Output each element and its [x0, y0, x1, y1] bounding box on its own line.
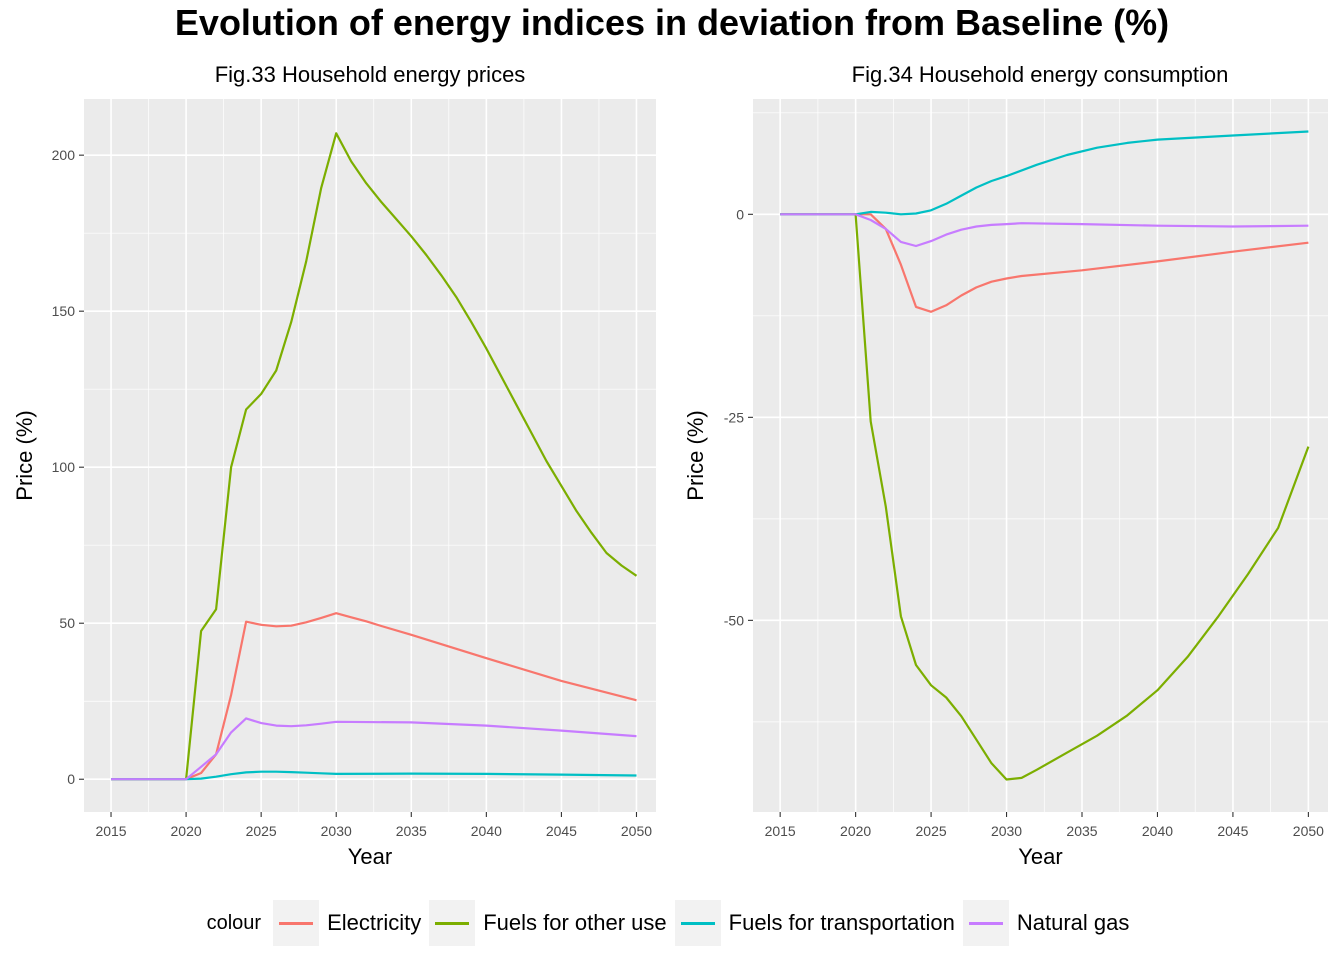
x-tick-label: 2015 [95, 823, 126, 839]
legend-item-fuels-transport: Fuels for transportation [674, 900, 955, 946]
legend-label: Fuels for other use [483, 910, 667, 935]
plot-panel [753, 99, 1328, 812]
legend-item-electricity: Electricity [273, 900, 421, 946]
panel-title: Fig.34 Household energy consumption [852, 62, 1229, 87]
y-tick-label: 50 [59, 615, 75, 631]
x-tick-label: 2015 [765, 823, 796, 839]
legend-swatch [680, 922, 715, 925]
legend-key-natural-gas [962, 900, 1009, 946]
legend-label: Electricity [327, 910, 422, 935]
legend-key-fuels-transport [674, 900, 721, 946]
x-tick-label: 2020 [171, 823, 202, 839]
series-line-fuels-for-transportation [780, 130, 1309, 216]
legend-title: colour [206, 911, 262, 934]
series-line-natural-gas [780, 213, 1309, 248]
x-tick-label: 2020 [840, 823, 871, 839]
legend-item-fuels-other: Fuels for other use [429, 900, 667, 946]
legend-key-fuels-other [429, 900, 476, 946]
y-tick-label: 100 [52, 459, 76, 475]
series-line-fuels-for-other-use [111, 132, 638, 781]
legend-item-natural-gas: Natural gas [962, 900, 1130, 946]
x-tick-label: 2030 [321, 823, 352, 839]
x-tick-label: 2045 [546, 823, 577, 839]
x-tick-label: 2035 [1066, 823, 1097, 839]
x-tick-label: 2050 [621, 823, 652, 839]
plot-panel [84, 99, 656, 812]
y-tick-label: 200 [52, 147, 76, 163]
series-line-fuels-for-transportation [111, 770, 637, 781]
y-tick-label: -25 [724, 409, 744, 425]
series-line-fuels-for-other-use [780, 213, 1310, 781]
legend-swatch [968, 922, 1003, 925]
x-tick-label: 2035 [396, 823, 427, 839]
series-line-electricity [780, 213, 1309, 313]
y-tick-label: 0 [736, 206, 744, 222]
x-tick-label: 2030 [991, 823, 1022, 839]
series-line-natural-gas [111, 717, 637, 781]
legend-swatch [279, 922, 314, 925]
legend-swatch [435, 922, 470, 925]
x-tick-label: 2025 [246, 823, 277, 839]
x-tick-label: 2040 [1142, 823, 1173, 839]
x-axis-label: Year [1018, 844, 1062, 869]
x-tick-label: 2040 [471, 823, 502, 839]
x-tick-label: 2045 [1217, 823, 1248, 839]
y-tick-label: -50 [724, 612, 744, 628]
x-tick-label: 2025 [916, 823, 947, 839]
legend-label: Fuels for transportation [728, 910, 955, 935]
legend-key-electricity [273, 900, 320, 946]
x-axis-label: Year [348, 844, 392, 869]
panel-title: Fig.33 Household energy prices [215, 62, 526, 87]
x-tick-label: 2050 [1293, 823, 1324, 839]
main-title: Evolution of energy indices in deviation… [174, 2, 1170, 43]
y-tick-label: 0 [67, 771, 75, 787]
y-axis-label: Price (%) [683, 410, 708, 500]
y-axis-label: Price (%) [12, 410, 37, 500]
legend: colour Electricity Fuels for other use F… [0, 900, 1344, 946]
legend-label: Natural gas [1016, 910, 1130, 935]
y-tick-label: 150 [52, 303, 76, 319]
